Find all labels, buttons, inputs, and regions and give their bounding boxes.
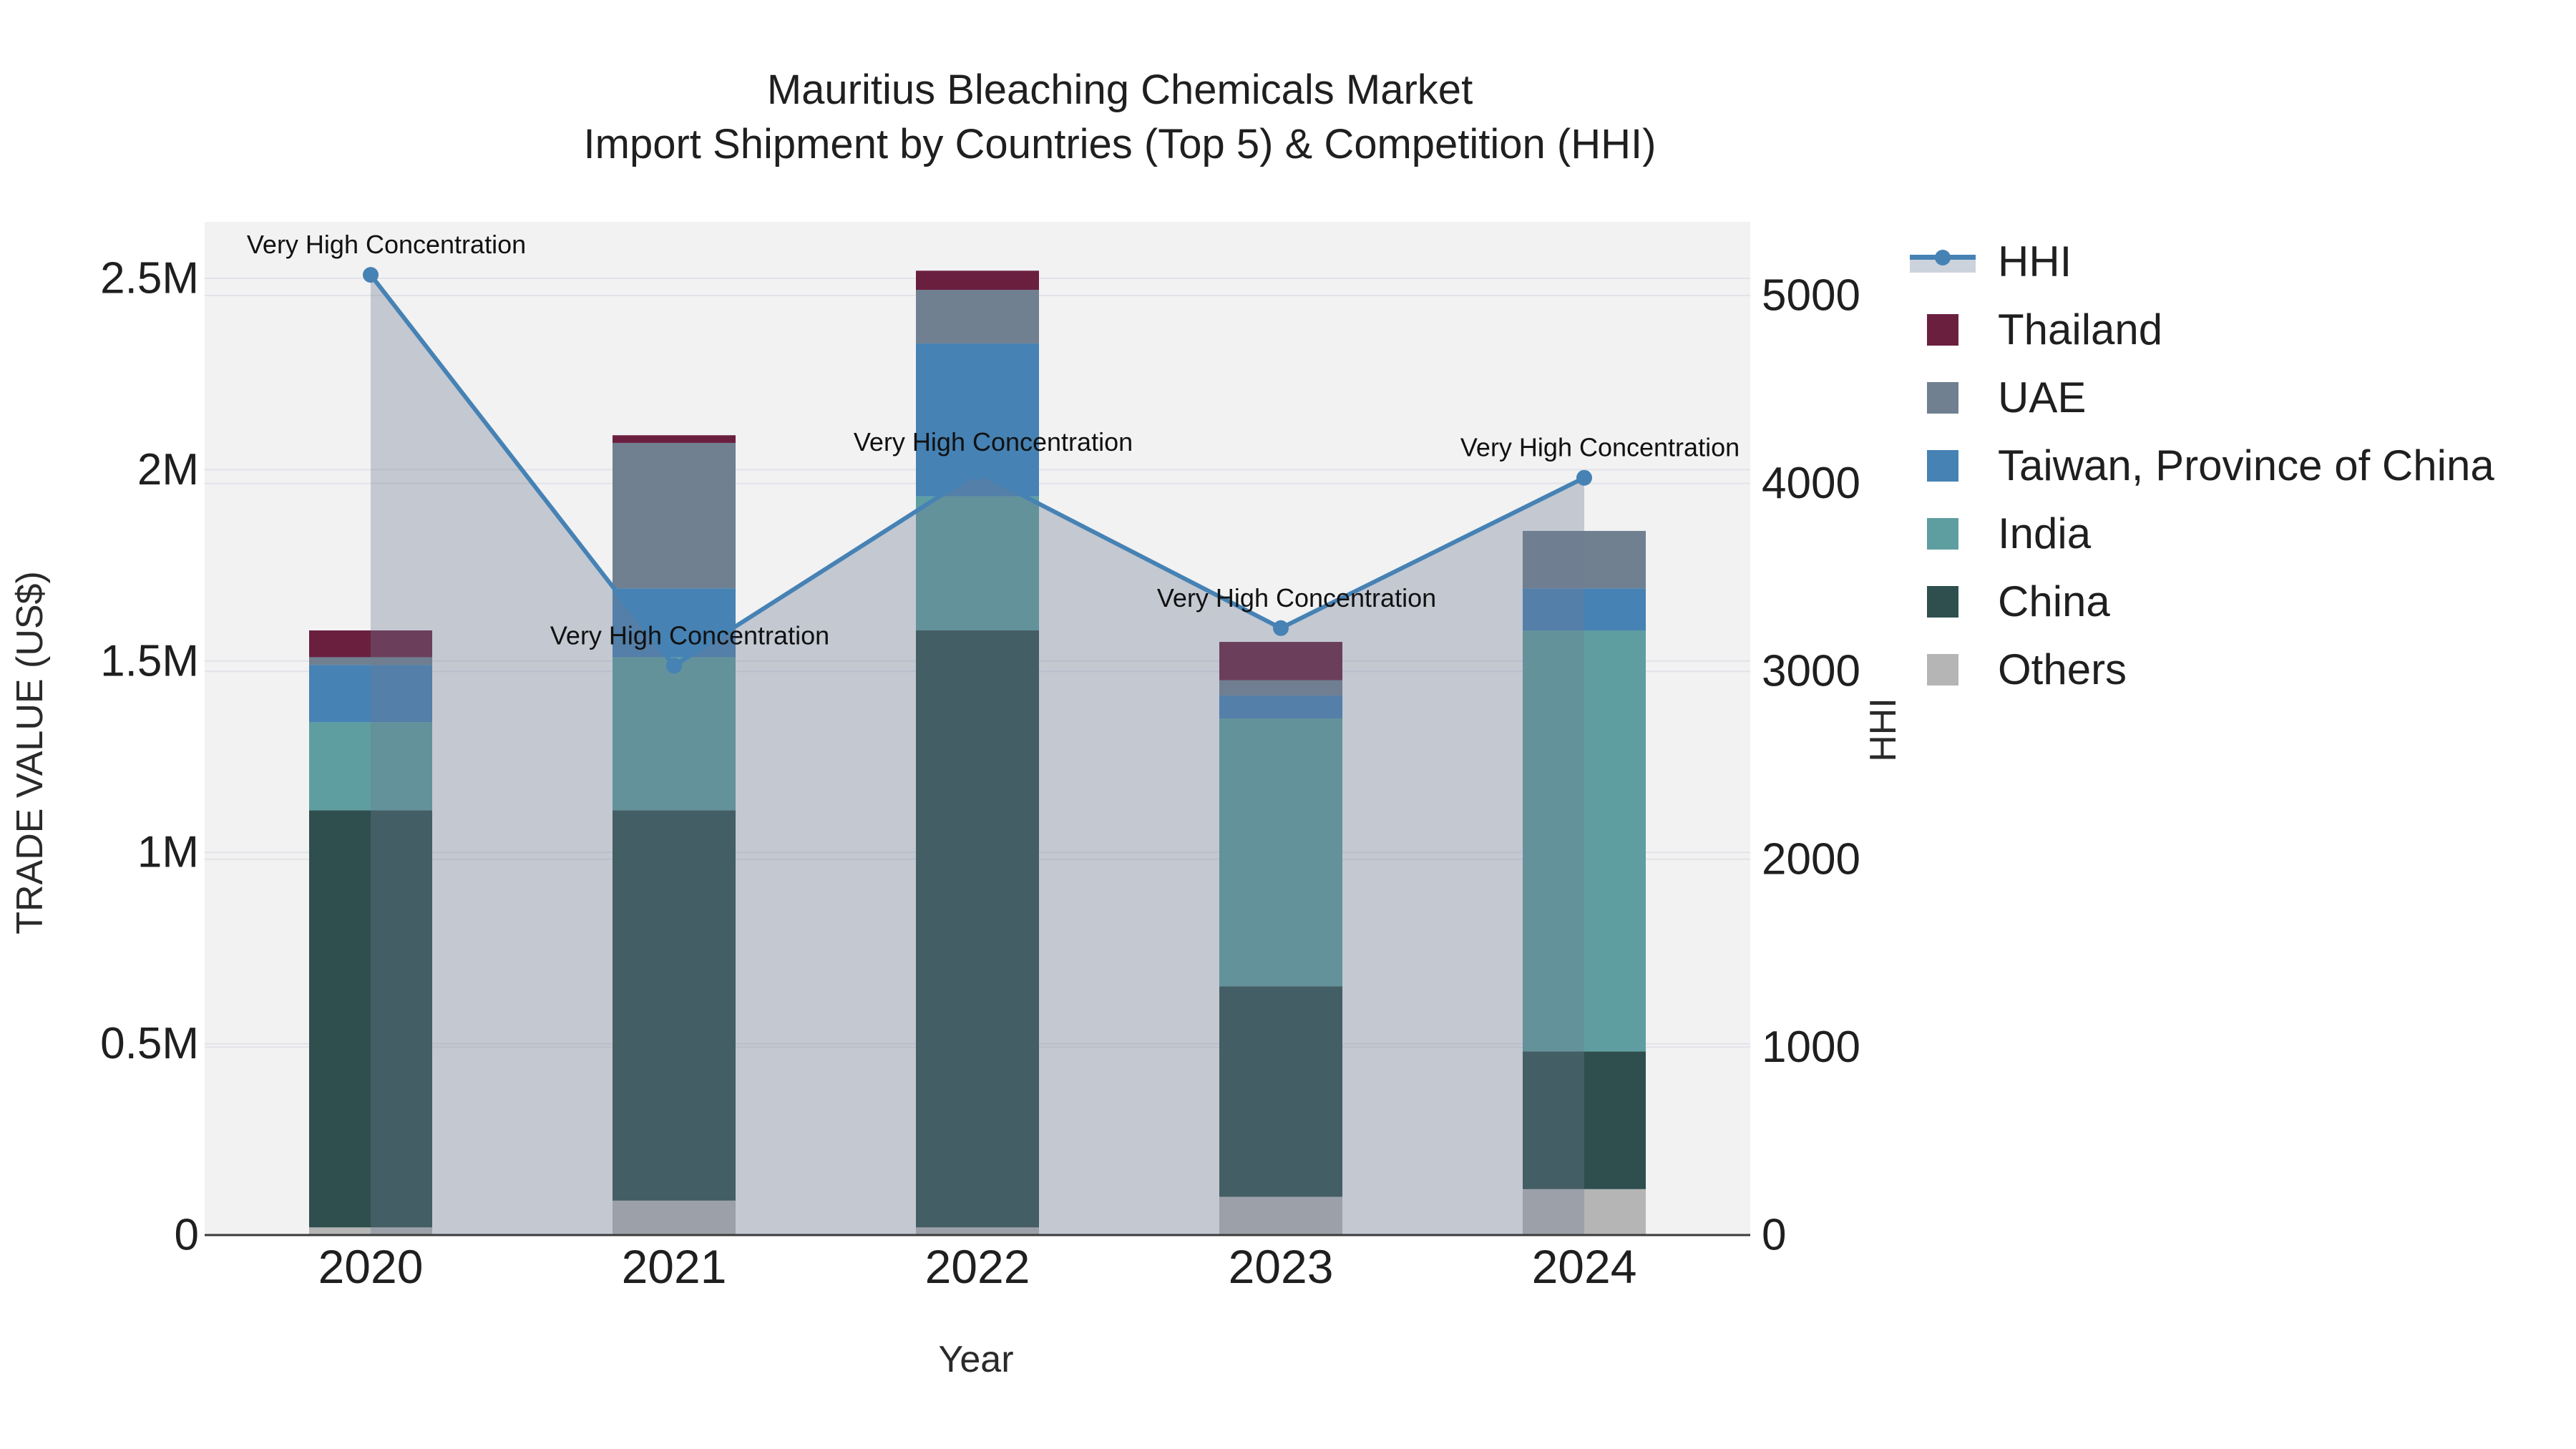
legend-label-hhi: HHI [1998,238,2072,286]
annotation-2021: Very High Concentration [550,620,829,650]
y-left-tick-label: 0.5M [100,1019,199,1068]
bar-segment-thailand-2020 [309,630,432,658]
y-right-axis-title: HHI [1863,698,1904,762]
annotation-2023: Very High Concentration [1157,583,1436,613]
bar-segment-uae-2020 [309,657,432,665]
x-tick-label-2024: 2024 [1532,1240,1637,1293]
bar-segment-taiwan-province-of-china-2020 [309,665,432,723]
bar-segment-india-2023 [1219,718,1342,987]
bar-segment-others-2022 [916,1227,1039,1235]
hhi-marker-2021 [666,658,682,674]
hhi-line-swatch [1903,249,1982,273]
y-left-axis-title: TRADE VALUE (US$) [9,571,51,935]
bar-segment-others-2023 [1219,1196,1342,1235]
y-right-tick-label: 5000 [1762,271,1860,321]
thailand-color-swatch [1903,313,1982,346]
india-color-swatch [1903,517,1982,550]
legend-item-others[interactable]: Others [1903,635,2494,703]
bar-segment-china-2024 [1523,1051,1646,1189]
bar-segment-thailand-2023 [1219,642,1342,680]
legend-item-hhi[interactable]: HHI [1903,228,2494,296]
legend-label-thailand: Thailand [1998,306,2163,353]
legend-item-uae[interactable]: UAE [1903,364,2494,431]
bar-segment-taiwan-province-of-china-2024 [1523,588,1646,631]
legend-label-others: Others [1998,645,2127,693]
bar-segment-taiwan-province-of-china-2021 [613,588,736,658]
bar-segment-china-2020 [309,810,432,1228]
bar-segment-thailand-2021 [613,435,736,443]
bar-segment-others-2021 [613,1200,736,1235]
chart-title-line1: Mauritius Bleaching Chemicals Market [766,67,1473,113]
uae-color-swatch [1903,381,1982,414]
legend-item-taiwan[interactable]: Taiwan, Province of China [1903,431,2494,499]
y-right-tick-label: 0 [1762,1211,1786,1260]
x-tick-label-2022: 2022 [925,1240,1030,1293]
bar-segment-uae-2024 [1523,530,1646,589]
chart-title-line2: Import Shipment by Countries (Top 5) & C… [583,121,1657,167]
bar-segment-thailand-2022 [916,270,1039,291]
legend-label-uae: UAE [1998,374,2087,421]
annotation-2022: Very High Concentration [854,427,1133,457]
legend-item-china[interactable]: China [1903,567,2494,635]
y-left-tick-label: 1M [137,828,199,877]
hhi-marker-2020 [363,267,379,283]
others-color-swatch [1903,653,1982,686]
annotation-2024: Very High Concentration [1460,433,1740,462]
y-left-tick-label: 1.5M [100,636,199,686]
y-right-tick-label: 4000 [1762,459,1860,508]
hhi-area-fill [371,275,1584,1235]
legend-item-india[interactable]: India [1903,499,2494,567]
taiwan-color-swatch [1903,449,1982,482]
y-right-tick-label: 2000 [1762,834,1860,884]
bar-segment-india-2021 [613,657,736,811]
bar-segment-india-2024 [1523,630,1646,1052]
bar-segment-china-2023 [1219,986,1342,1197]
hhi-marker-2022 [970,464,985,480]
bar-segment-uae-2021 [613,442,736,589]
legend-item-thailand[interactable]: Thailand [1903,296,2494,364]
x-tick-label-2020: 2020 [318,1240,424,1293]
bar-segment-china-2021 [613,810,736,1201]
chart-title: Mauritius Bleaching Chemicals Market Imp… [0,63,2240,172]
x-tick-label-2023: 2023 [1229,1240,1334,1293]
x-axis-title: Year [938,1339,1014,1380]
bar-segment-uae-2023 [1219,680,1342,696]
bar-segment-india-2020 [309,722,432,811]
hhi-marker-2024 [1576,469,1592,486]
legend-label-taiwan: Taiwan, Province of China [1998,441,2494,489]
y-left-tick-label: 2M [137,445,199,494]
y-left-tick-label: 2.5M [100,254,199,303]
annotation-2020: Very High Concentration [247,230,526,259]
y-right-tick-label: 3000 [1762,647,1860,696]
bar-segment-others-2020 [309,1227,432,1235]
legend-label-china: China [1998,577,2110,625]
china-color-swatch [1903,585,1982,618]
legend-label-india: India [1998,509,2092,557]
y-left-tick-label: 0 [175,1211,199,1260]
x-tick-label-2021: 2021 [622,1240,727,1293]
y-right-tick-label: 1000 [1762,1023,1860,1072]
bar-segment-china-2022 [916,630,1039,1228]
bar-segment-others-2024 [1523,1189,1646,1235]
bar-segment-uae-2022 [916,290,1039,343]
bar-segment-india-2022 [916,496,1039,631]
bar-segment-taiwan-province-of-china-2023 [1219,695,1342,719]
legend: HHI Thailand UAE Taiwan, Province of Chi… [1903,228,2494,703]
hhi-marker-2023 [1273,620,1289,636]
